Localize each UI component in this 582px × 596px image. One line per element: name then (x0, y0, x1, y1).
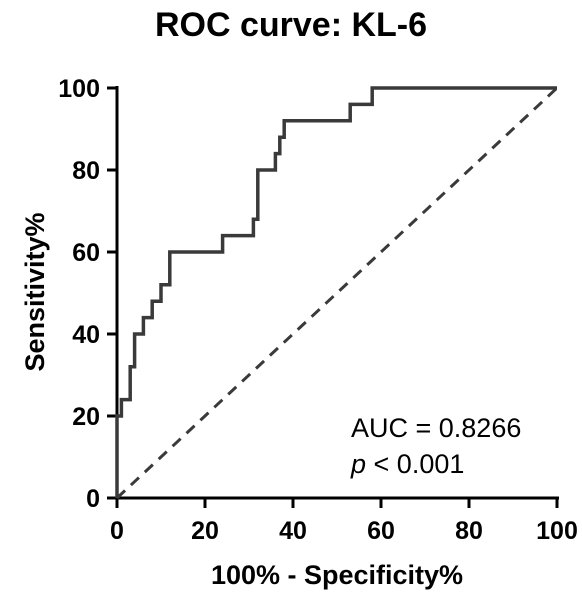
x-tick-label: 60 (367, 517, 395, 545)
roc-curve-line (115, 86, 557, 498)
y-tick-label: 60 (72, 239, 100, 267)
p-value-annotation: p < 0.001 (351, 449, 464, 480)
x-tick-label: 100 (536, 517, 578, 545)
chart-title: ROC curve: KL-6 (154, 6, 428, 44)
x-tick-label: 40 (279, 517, 307, 545)
reference-diagonal-line (115, 86, 559, 500)
x-tick-label: 20 (191, 517, 219, 545)
x-tick-label: 80 (455, 517, 483, 545)
x-tick-label: 0 (110, 517, 124, 545)
y-tick-label: 100 (58, 75, 100, 103)
y-tick-label: 80 (72, 157, 100, 185)
auc-annotation: AUC = 0.8266 (351, 413, 521, 444)
y-tick-label: 0 (86, 485, 100, 513)
p-symbol: p (351, 449, 367, 479)
y-axis-label: Sensitivity% (20, 212, 50, 372)
auc-text: AUC = 0.8266 (351, 413, 522, 443)
plot-area (115, 86, 559, 500)
x-axis-label: 100% - Specificity% (210, 560, 464, 590)
y-tick-label: 40 (72, 321, 100, 349)
y-tick-label: 20 (72, 403, 100, 431)
axes: 0 20 40 60 80 100 0 20 40 60 80 100 (58, 75, 578, 545)
p-value-text: < 0.001 (366, 449, 465, 479)
